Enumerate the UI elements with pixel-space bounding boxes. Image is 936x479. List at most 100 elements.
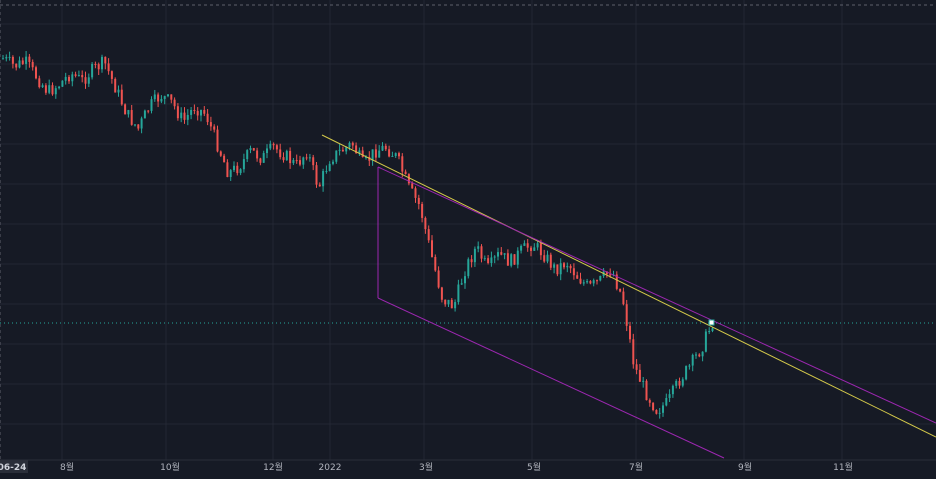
candle-body-159: [526, 243, 529, 248]
candle-body-170: [563, 263, 565, 268]
candle-body-73: [242, 159, 245, 170]
candle-body-48: [160, 98, 163, 102]
candle-body-147: [487, 258, 490, 264]
candle-body-130: [431, 240, 433, 257]
candle-body-84: [279, 149, 282, 158]
candle-body-77: [256, 150, 259, 159]
candle-body-158: [523, 243, 526, 246]
time-axis-label-4: 2022: [319, 463, 342, 473]
candle-body-169: [559, 263, 562, 275]
candle-body-49: [163, 96, 166, 99]
trendline[interactable]: [321, 134, 936, 438]
candle-body-210: [695, 354, 697, 356]
candle-body-22: [74, 74, 77, 76]
candle-body-161: [533, 247, 536, 251]
candle-body-205: [678, 380, 681, 386]
candle-body-119: [394, 153, 397, 156]
candle-body-152: [503, 253, 506, 255]
candle-body-136: [450, 299, 453, 309]
candle-body-95: [315, 165, 318, 185]
candle-body-45: [150, 99, 153, 111]
candle-body-96: [318, 184, 321, 187]
candle-body-83: [275, 145, 278, 150]
time-axis-label-8: 9월: [738, 461, 752, 473]
time-axis[interactable]: [0, 460, 936, 479]
candle-body-1: [5, 57, 8, 59]
candle-body-193: [638, 369, 641, 382]
candle-body-122: [404, 171, 407, 175]
candle-body-8: [28, 56, 31, 62]
candle-body-67: [223, 155, 226, 163]
candle-body-5: [18, 60, 21, 68]
candle-body-189: [625, 304, 628, 326]
candle-body-56: [186, 114, 189, 120]
candle-body-199: [658, 412, 661, 414]
candle-body-127: [421, 203, 424, 218]
channel-upper-line[interactable]: [377, 166, 936, 424]
candle-body-121: [401, 156, 404, 172]
candle-body-87: [289, 150, 292, 164]
candle-body-80: [266, 148, 268, 154]
candle-body-108: [358, 150, 361, 154]
candle-body-21: [71, 74, 74, 82]
candle-body-203: [671, 385, 674, 395]
candle-body-173: [572, 268, 575, 276]
candle-body-58: [193, 109, 196, 111]
candle-body-69: [229, 170, 232, 178]
candle-body-181: [599, 275, 602, 281]
candle-body-109: [361, 150, 364, 158]
candle-body-60: [200, 109, 202, 116]
candle-body-2: [8, 56, 11, 58]
candle-body-79: [262, 153, 265, 163]
candle-body-125: [414, 188, 417, 198]
candle-body-167: [553, 264, 556, 268]
candle-body-36: [120, 89, 123, 105]
candle-body-200: [662, 405, 664, 413]
candle-body-28: [94, 63, 97, 65]
candle-body-20: [68, 76, 70, 82]
candle-body-212: [701, 351, 704, 357]
candle-body-163: [539, 243, 542, 256]
candle-body-202: [668, 394, 671, 398]
candle-body-118: [391, 155, 394, 157]
candle-body-177: [586, 281, 589, 283]
candle-body-149: [493, 256, 496, 258]
candle-body-6: [21, 60, 24, 64]
candle-body-30: [101, 56, 103, 70]
candle-body-102: [338, 149, 341, 151]
candle-body-117: [388, 149, 391, 157]
channel-lower-line[interactable]: [377, 297, 725, 459]
candle-body-55: [183, 112, 186, 120]
candle-body-90: [299, 160, 301, 165]
candle-body-156: [516, 250, 519, 265]
candle-body-140: [464, 276, 466, 284]
candle-body-183: [605, 271, 608, 275]
candle-body-142: [470, 259, 473, 263]
candle-body-191: [632, 339, 635, 365]
candle-body-16: [54, 88, 57, 95]
candle-body-148: [490, 257, 493, 264]
candle-body-46: [153, 94, 156, 100]
candle-body-40: [134, 124, 136, 126]
candle-body-150: [497, 252, 499, 257]
drawing-tools[interactable]: [321, 134, 936, 459]
candle-body-23: [77, 75, 80, 77]
candle-body-71: [236, 165, 239, 174]
candle-body-43: [143, 110, 146, 119]
trendline-handle[interactable]: [708, 319, 715, 326]
candle-body-192: [635, 364, 638, 370]
candle-body-85: [282, 157, 285, 161]
candle-body-201: [665, 397, 668, 406]
candle-body-101: [335, 150, 338, 162]
candle-body-26: [87, 77, 90, 84]
time-axis-label-7: 7월: [629, 461, 643, 473]
candle-body-10: [35, 67, 37, 79]
candle-body-103: [341, 149, 344, 152]
candle-body-151: [500, 252, 503, 255]
candle-body-128: [424, 217, 427, 230]
candle-body-178: [589, 281, 592, 284]
candle-body-97: [322, 171, 325, 187]
candle-body-4: [15, 63, 18, 68]
